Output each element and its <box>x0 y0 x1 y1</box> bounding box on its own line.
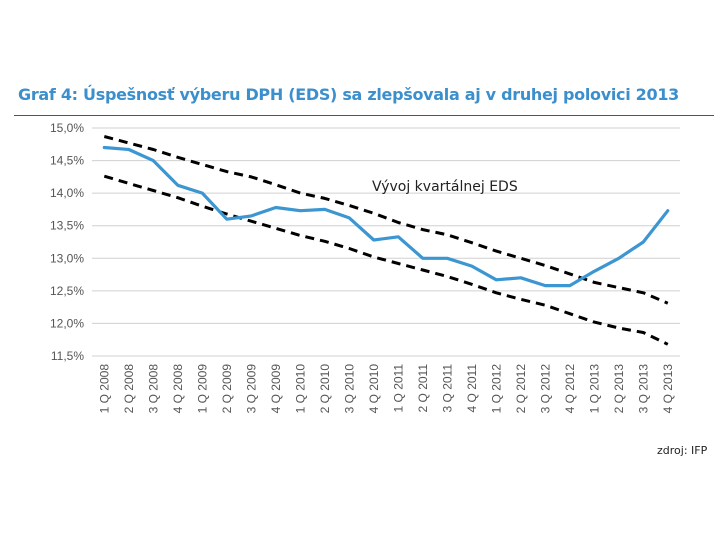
series-line-eds <box>102 145 670 288</box>
y-tick-label: 14,0% <box>50 186 84 200</box>
x-tick-label: 4 Q 2012 <box>563 364 577 414</box>
x-tick-label: 3 Q 2009 <box>244 364 258 414</box>
x-tick-label: 2 Q 2011 <box>416 364 430 413</box>
series-line-lower-band <box>103 174 669 346</box>
x-tick-label: 3 Q 2012 <box>538 364 552 414</box>
chart-annotation: Vývoj kvartálnej EDS <box>372 179 518 195</box>
x-tick-label: 2 Q 2012 <box>514 364 528 414</box>
y-tick-label: 14,5% <box>50 154 84 168</box>
title-divider <box>14 115 714 116</box>
x-tick-label: 3 Q 2008 <box>146 364 160 414</box>
x-tick-label: 2 Q 2010 <box>318 364 332 414</box>
y-tick-label: 13,0% <box>50 251 84 265</box>
y-tick-label: 12,0% <box>50 316 84 330</box>
y-tick-label: 15,0% <box>50 121 84 135</box>
series-lines <box>102 135 670 346</box>
x-tick-label: 1 Q 2013 <box>587 364 601 414</box>
x-tick-label: 4 Q 2011 <box>465 364 479 413</box>
x-tick-label: 1 Q 2011 <box>391 364 405 413</box>
x-tick-label: 3 Q 2011 <box>440 364 454 413</box>
x-tick-label: 4 Q 2009 <box>269 364 283 414</box>
x-tick-label: 3 Q 2010 <box>342 364 356 414</box>
x-tick-label: 2 Q 2009 <box>220 364 234 414</box>
source-note: zdroj: IFP <box>657 444 708 457</box>
x-tick-label: 1 Q 2012 <box>489 364 503 414</box>
y-tick-label: 12,5% <box>50 284 84 298</box>
grid-lines <box>92 127 680 357</box>
x-axis-tick-labels: 1 Q 2008 2 Q 2008 3 Q 2008 4 Q 2008 1 Q 2009… <box>97 364 675 414</box>
x-tick-label: 2 Q 2013 <box>612 364 626 414</box>
y-tick-label: 11,5% <box>51 349 84 363</box>
x-tick-label: 4 Q 2010 <box>367 364 381 414</box>
y-tick-label: 13,5% <box>50 219 84 233</box>
x-tick-label: 1 Q 2010 <box>293 364 307 414</box>
x-tick-label: 2 Q 2008 <box>122 364 136 414</box>
x-tick-label: 1 Q 2009 <box>195 364 209 414</box>
x-tick-label: 3 Q 2013 <box>636 364 650 414</box>
x-tick-label: 4 Q 2013 <box>661 364 675 414</box>
x-tick-label: 4 Q 2008 <box>171 364 185 414</box>
chart-title: Graf 4: Úspešnosť výberu DPH (EDS) sa zl… <box>18 85 680 104</box>
y-axis-tick-labels: 15,0% 14,5% 14,0% 13,5% 13,0% 12,5% 12,0% 11,5% <box>50 121 84 363</box>
series-line-upper-band <box>103 135 669 305</box>
x-tick-label: 1 Q 2008 <box>97 364 111 414</box>
